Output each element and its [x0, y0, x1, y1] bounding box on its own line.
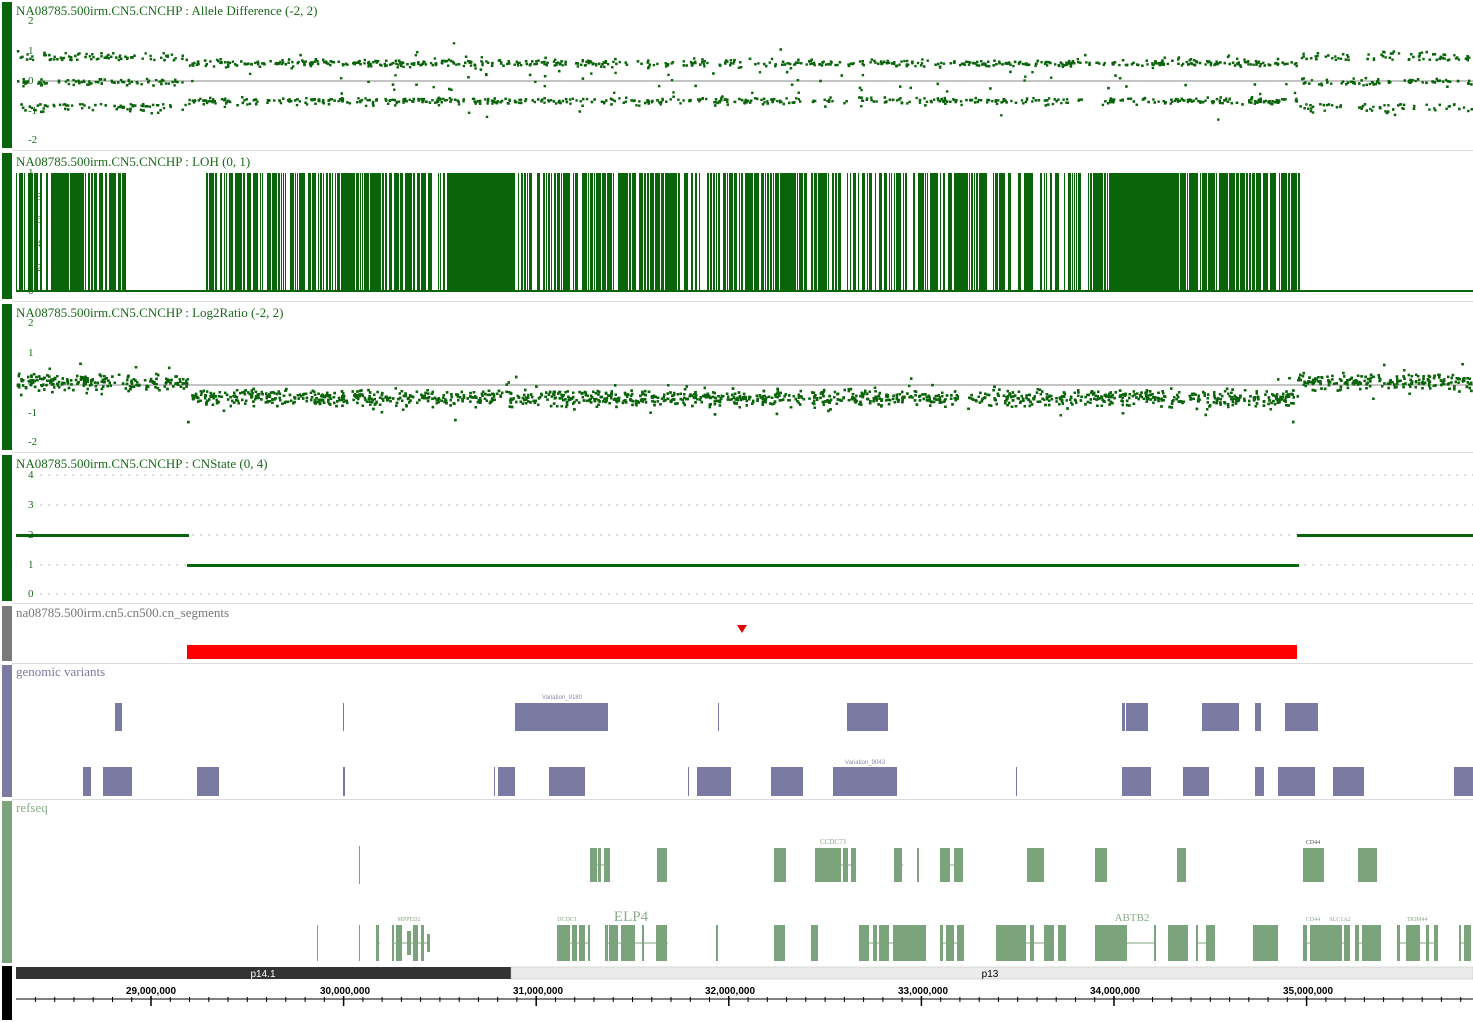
- chromosome-band-p14-1[interactable]: [16, 967, 511, 979]
- ytick: 2: [28, 15, 34, 27]
- log2ratio-points: [16, 362, 1473, 424]
- ytick: 0: [28, 588, 34, 600]
- track-title-loh: NA08785.500irm.CN5.CNCHP : LOH (0, 1): [16, 154, 251, 169]
- gene-label: ELP4: [614, 909, 649, 925]
- track-handle-loh[interactable]: [2, 153, 12, 299]
- cnstate-gridlines: [40, 474, 1473, 595]
- segment-marker-icon: [737, 625, 747, 633]
- gene-label: TRIM44: [1407, 917, 1428, 923]
- chromosome-band-p13[interactable]: [510, 966, 1473, 980]
- gene-label: MPPED2: [397, 917, 420, 923]
- refseq-row-2[interactable]: [317, 925, 1471, 961]
- band-label: p14.1: [250, 969, 275, 980]
- ytick: 0: [28, 75, 34, 87]
- refseq-row-1[interactable]: [359, 846, 1377, 884]
- band-label: p13: [982, 969, 999, 980]
- gene-label: SLC1A2: [1329, 917, 1350, 923]
- track-title-refseq: refseq: [16, 800, 48, 815]
- track-separator: [12, 799, 1473, 800]
- variant-label: Variation_9180: [542, 695, 583, 701]
- allele-difference-points: [16, 42, 1473, 121]
- track-separator: [12, 452, 1473, 453]
- ytick: -2: [28, 134, 38, 146]
- cn-segment-bar[interactable]: [187, 645, 1297, 659]
- ytick: 1: [28, 45, 34, 57]
- track-title-genomic-variants: genomic variants: [16, 664, 106, 679]
- ytick: -1: [28, 407, 38, 419]
- ytick: 3: [28, 499, 34, 511]
- ytick: -1: [28, 105, 38, 117]
- track-separator: [12, 150, 1473, 151]
- track-handle-allele-difference[interactable]: [2, 2, 12, 148]
- track-handle-ruler[interactable]: [2, 966, 12, 1020]
- ruler-label: 30,000,000: [320, 986, 370, 997]
- variant-row-2[interactable]: [83, 767, 1473, 796]
- variant-row-1[interactable]: [115, 703, 1318, 731]
- track-handle-log2ratio[interactable]: [2, 304, 12, 450]
- gene-label: CCDC73: [820, 838, 847, 846]
- track-handle-cnstate[interactable]: [2, 455, 12, 601]
- ruler-label: 32,000,000: [705, 986, 755, 997]
- ruler-ticks: [34, 996, 1462, 1006]
- ytick: 1: [28, 559, 34, 571]
- track-separator: [12, 301, 1473, 302]
- cnstate-segment[interactable]: [16, 534, 189, 537]
- ytick: 4: [28, 469, 34, 481]
- track-handle-cn-segments[interactable]: [2, 606, 12, 661]
- loh-bars: [16, 173, 1473, 292]
- gene-label: DCDC1: [557, 917, 577, 923]
- cnstate-segment[interactable]: [187, 564, 1299, 567]
- track-title-cn-segments: na08785.500irm.cn5.cn500.cn_segments: [16, 605, 230, 620]
- track-handle-genomic-variants[interactable]: [2, 665, 12, 797]
- ruler-label: 35,000,000: [1283, 986, 1333, 997]
- ruler-label: 34,000,000: [1090, 986, 1140, 997]
- track-separator: [12, 663, 1473, 664]
- cnstate-segment[interactable]: [1297, 534, 1473, 537]
- ytick: 1: [28, 347, 34, 359]
- track-separator: [12, 603, 1473, 604]
- gene-label: CD44: [1306, 840, 1320, 846]
- gene-label: CD44: [1306, 917, 1320, 923]
- variant-label: Variation_9043: [845, 760, 886, 766]
- ytick: -2: [28, 436, 38, 448]
- track-title-log2ratio: NA08785.500irm.CN5.CNCHP : Log2Ratio (-2…: [16, 305, 284, 320]
- track-handle-refseq[interactable]: [2, 801, 12, 963]
- ruler-label: 31,000,000: [513, 986, 563, 997]
- track-title-cnstate: NA08785.500irm.CN5.CNCHP : CNState (0, 4…: [16, 456, 268, 471]
- ruler-label: 33,000,000: [898, 986, 948, 997]
- ytick: 2: [28, 317, 34, 329]
- gene-label: ABTB2: [1115, 912, 1150, 924]
- ruler-label: 29,000,000: [126, 986, 176, 997]
- track-title-allele-difference: NA08785.500irm.CN5.CNCHP : Allele Differ…: [16, 3, 318, 18]
